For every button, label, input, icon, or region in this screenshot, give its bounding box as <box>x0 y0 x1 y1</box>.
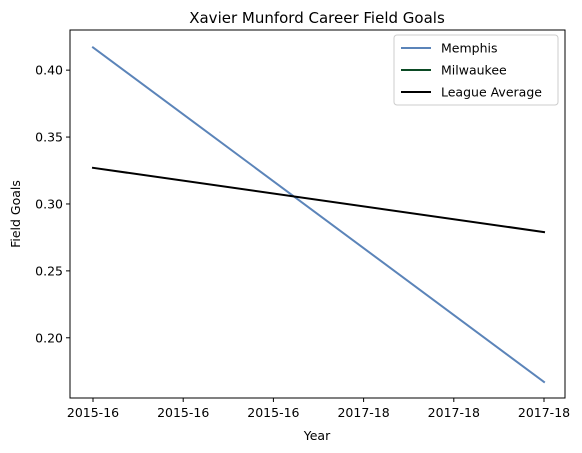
plot-area-frame <box>69 29 566 399</box>
x-tick-label: 2017-18 <box>428 405 480 420</box>
x-tick-label: 2015-16 <box>247 405 299 420</box>
chart-title: Xavier Munford Career Field Goals <box>189 9 445 27</box>
x-axis-title: Year <box>303 428 331 443</box>
series-line-league-average <box>91 166 546 234</box>
y-tick-label: 0.30 <box>35 196 63 211</box>
legend-label-memphis: Memphis <box>441 41 498 56</box>
series-lines <box>91 46 546 384</box>
y-tick-label: 0.35 <box>35 130 63 145</box>
y-axis-title: Field Goals <box>8 180 23 248</box>
legend-label-league-average: League Average <box>441 85 542 100</box>
legend: Memphis Milwaukee League Average <box>393 34 559 106</box>
x-axis-ticks: 2015-16 2015-16 2015-16 2017-18 2017-18 2017-… <box>67 398 570 420</box>
x-tick-label: 2017-18 <box>337 405 389 420</box>
legend-label-milwaukee: Milwaukee <box>441 63 507 78</box>
x-tick-label: 2015-16 <box>157 405 209 420</box>
y-axis-ticks: 0.20 0.25 0.30 0.35 0.40 <box>35 63 70 345</box>
legend-frame <box>393 34 559 106</box>
y-tick-label: 0.40 <box>35 63 63 78</box>
x-tick-label: 2015-16 <box>67 405 119 420</box>
series-line-memphis <box>91 46 546 384</box>
y-tick-label: 0.20 <box>35 330 63 345</box>
y-tick-label: 0.25 <box>35 263 63 278</box>
x-tick-label: 2017-18 <box>518 405 570 420</box>
